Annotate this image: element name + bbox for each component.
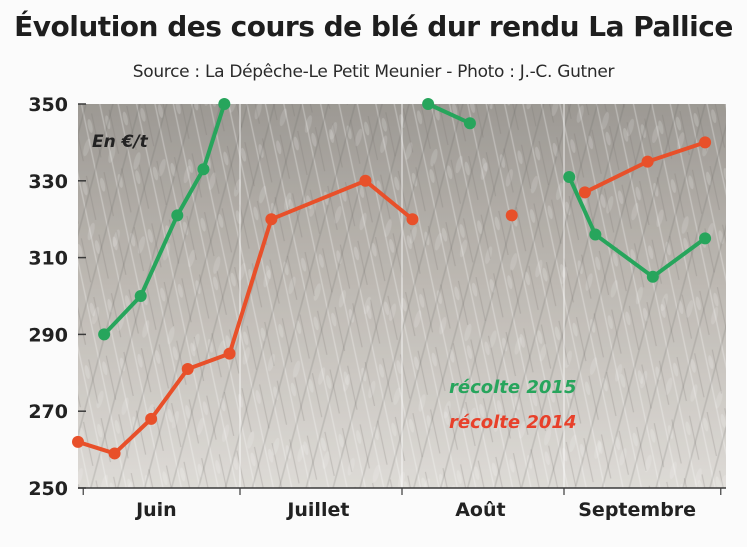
series-2014-point — [406, 213, 419, 226]
y-tick-label: 310 — [28, 248, 68, 270]
series-2015-point — [218, 98, 231, 110]
month-label: Septembre — [578, 499, 696, 521]
y-tick-label: 330 — [28, 171, 68, 193]
series-2015-point — [422, 98, 435, 110]
series-2014-point — [505, 209, 518, 222]
series-2015-point — [589, 228, 602, 241]
y-tick-label: 350 — [28, 94, 68, 116]
chart-subtitle: Source : La Dépêche-Le Petit Meunier - P… — [132, 62, 615, 82]
month-label: Août — [455, 499, 505, 521]
chart-title: Évolution des cours de blé dur rendu La … — [14, 10, 733, 43]
series-2014-point — [223, 347, 236, 360]
series-2015-line — [567, 174, 708, 279]
series-2014-point — [72, 435, 84, 448]
series-2015-point — [134, 290, 147, 302]
series-2015-point — [699, 232, 712, 245]
y-tick-label: 270 — [28, 401, 68, 423]
series-2014-point — [359, 174, 372, 187]
series-2015-point — [646, 270, 659, 283]
series-2014-line — [76, 178, 415, 456]
series-2014-point — [641, 155, 654, 168]
series-2014-point — [145, 412, 158, 425]
month-label: Juillet — [285, 499, 349, 521]
series-2015-point — [197, 163, 210, 176]
series-2014-point — [699, 136, 712, 149]
series-2015-point — [171, 209, 184, 222]
legend-2014: récolte 2014 — [449, 412, 576, 433]
series-2015-point — [563, 170, 576, 183]
y-unit-label: En €/t — [92, 132, 149, 152]
y-tick-label: 290 — [28, 324, 68, 346]
legend-2015: récolte 2015 — [449, 377, 576, 398]
series-2015-line — [426, 102, 472, 126]
series-2015-point — [98, 328, 111, 341]
series-2014-point — [265, 213, 278, 226]
month-label: Juin — [134, 499, 177, 521]
y-tick-label: 250 — [28, 478, 68, 500]
series-2014-point — [108, 447, 121, 460]
series-2014-point — [578, 186, 591, 199]
series-2015-point — [463, 117, 476, 130]
series-2014-point — [181, 362, 194, 375]
